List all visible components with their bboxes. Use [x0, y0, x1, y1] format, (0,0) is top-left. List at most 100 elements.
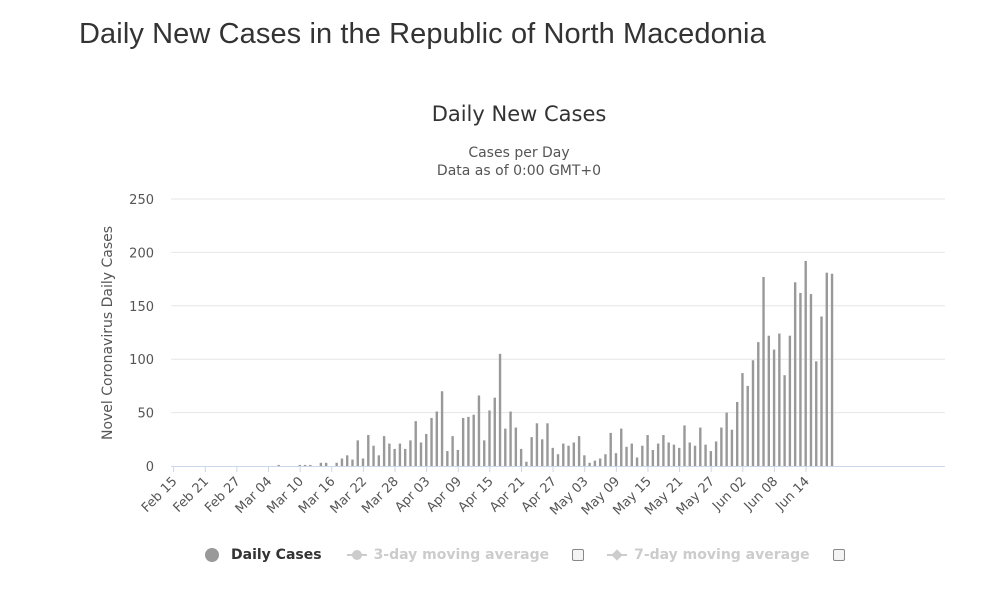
bar: [498, 353, 502, 466]
circle-marker-icon: [205, 548, 219, 562]
chart-title: Daily New Cases: [432, 102, 607, 126]
bar: [525, 461, 528, 466]
checkbox-7-day-moving-average[interactable]: [832, 549, 845, 561]
bar: [551, 447, 554, 466]
bar: [815, 361, 818, 466]
bar: [730, 429, 734, 466]
bar: [741, 373, 744, 466]
bar: [651, 449, 655, 466]
bar: [556, 454, 560, 466]
bar: [767, 335, 771, 466]
bar: [635, 457, 639, 466]
bar: [403, 448, 407, 466]
bar: [461, 417, 465, 466]
bar: [414, 421, 417, 466]
legend-label-7-day-moving-average: 7-day moving average: [634, 547, 810, 563]
y-tick-label: 0: [146, 460, 154, 475]
bar: [388, 443, 391, 466]
bar: [772, 349, 776, 466]
bar: [799, 292, 802, 466]
bar: [683, 425, 686, 466]
bar: [704, 444, 707, 466]
bar: [309, 464, 312, 466]
bar: [678, 447, 681, 466]
bar: [398, 443, 402, 466]
bar: [793, 282, 797, 466]
x-tick-label: Jun 14: [773, 474, 813, 514]
bar: [277, 464, 280, 466]
bar: [641, 445, 644, 466]
bar: [688, 442, 691, 466]
x-tick-label: Jun 02: [709, 474, 749, 514]
bar: [419, 442, 423, 466]
bar: [625, 446, 628, 466]
bar: [546, 423, 549, 466]
bar: [467, 416, 470, 466]
y-tick-label: 250: [129, 193, 154, 208]
bars: [277, 260, 834, 466]
bar: [504, 428, 507, 466]
bar: [830, 273, 834, 466]
bar: [656, 443, 660, 466]
page-title: Daily New Cases in the Republic of North…: [79, 18, 766, 50]
bar: [298, 464, 301, 466]
bar: [340, 458, 344, 466]
legend-item-3-day-moving-average[interactable]: 3-day moving average: [346, 547, 550, 563]
bar: [593, 460, 597, 466]
y-tick-label: 200: [129, 246, 154, 261]
bar: [714, 441, 718, 466]
bar: [514, 427, 518, 466]
bar: [598, 458, 602, 466]
bar: [588, 462, 591, 466]
bar: [762, 276, 765, 466]
bar: [493, 397, 496, 466]
bar: [535, 423, 539, 466]
bar: [672, 444, 676, 466]
bar: [620, 428, 623, 466]
x-tick-label: Jun 08: [741, 474, 781, 514]
bar: [519, 448, 523, 466]
bar: [809, 294, 813, 466]
bar: [346, 455, 349, 466]
bar: [699, 427, 702, 466]
bar: [483, 440, 486, 466]
legend-label-3-day-moving-average: 3-day moving average: [373, 547, 550, 563]
bar: [614, 453, 618, 466]
y-tick-label: 50: [137, 407, 154, 422]
bar: [783, 375, 786, 466]
bar: [488, 410, 491, 466]
bar: [788, 335, 792, 466]
bar: [456, 449, 460, 466]
bar: [367, 435, 370, 466]
bar: [393, 448, 396, 466]
bar: [735, 401, 739, 466]
bar: [472, 414, 475, 466]
bar: [430, 417, 433, 466]
gridlines: [171, 198, 945, 414]
bar: [409, 440, 412, 466]
bar: [477, 395, 481, 466]
chart-subtitle-line-1: Cases per Day: [468, 145, 569, 161]
line-circle-marker-icon: [346, 549, 367, 561]
bar: [746, 385, 749, 466]
legend-item-daily-cases[interactable]: Daily Cases: [205, 547, 322, 563]
bar: [356, 440, 359, 466]
y-tick-label: 150: [129, 300, 154, 315]
y-axis-ticks: 0 50 100 150 200 250: [129, 193, 154, 475]
bar: [662, 435, 665, 466]
bar: [509, 411, 512, 466]
checkbox-3-day-moving-average[interactable]: [572, 549, 585, 561]
bar: [435, 411, 438, 466]
bar: [609, 432, 612, 466]
bar: [693, 445, 697, 466]
bar: [303, 464, 307, 466]
bar: [667, 442, 670, 466]
bar: [604, 454, 607, 466]
bar: [530, 437, 533, 466]
bar: [351, 459, 354, 466]
legend-item-7-day-moving-average[interactable]: 7-day moving average: [607, 547, 810, 563]
y-axis-label: Novel Coronavirus Daily Cases: [100, 226, 116, 440]
legend: Daily Cases 3-day moving average 7-day m…: [205, 544, 845, 566]
chart: Daily New Cases Cases per Day Data as of…: [100, 102, 945, 518]
